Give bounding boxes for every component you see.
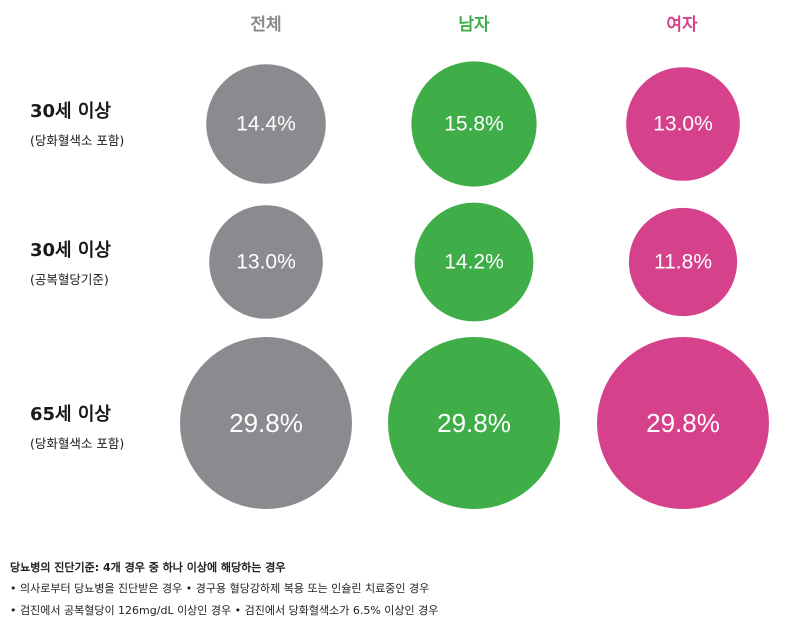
row-title: 65세 이상 bbox=[30, 404, 111, 425]
bubble-1-1 bbox=[206, 64, 326, 184]
bubble-1-2 bbox=[209, 205, 323, 319]
bubble-label-3-3: 29.8% bbox=[646, 408, 720, 438]
column-header-female: 여자 bbox=[666, 15, 698, 35]
bubble-3-3 bbox=[597, 337, 769, 509]
column-header-total: 전체 bbox=[250, 15, 282, 35]
bubble-label-3-1: 13.0% bbox=[653, 113, 713, 136]
bubble-label-1-3: 29.8% bbox=[229, 408, 303, 438]
footnote-line-2: • 검진에서 공복혈당이 126mg/dL 이상인 경우 • 검진에서 당화혈색… bbox=[10, 604, 439, 617]
bubble-label-2-2: 14.2% bbox=[444, 251, 504, 274]
row-subtitle: (당화혈색소 포함) bbox=[30, 436, 125, 451]
bubble-2-3 bbox=[388, 337, 560, 509]
row-label-3: 65세 이상 (당화혈색소 포함) bbox=[30, 404, 124, 452]
bubble-label-2-1: 15.8% bbox=[444, 113, 504, 136]
bubble-2-1 bbox=[411, 61, 537, 187]
bubble-chart: 14.4% 13.0% 29.8% 15.8% 14.2% 29.8% 13.0% 11.8%… bbox=[180, 61, 769, 509]
footnote-line-1: • 의사로부터 당뇨병을 진단받은 경우 • 경구용 혈당강하제 복용 또는 인… bbox=[10, 582, 430, 595]
row-label-2: 30세 이상 (공복혈당기준) bbox=[30, 240, 111, 288]
bubble-3-2 bbox=[628, 207, 738, 317]
bubble-label-1-2: 13.0% bbox=[236, 251, 296, 274]
row-label-1: 30세 이상 (당화혈색소 포함) bbox=[30, 101, 124, 149]
column-header-male: 남자 bbox=[458, 15, 490, 35]
row-title: 30세 이상 bbox=[30, 240, 111, 261]
row-title: 30세 이상 bbox=[30, 101, 111, 122]
bubble-label-2-3: 29.8% bbox=[437, 408, 511, 438]
row-subtitle: (당화혈색소 포함) bbox=[30, 133, 125, 148]
bubble-1-3 bbox=[180, 337, 352, 509]
footnote-title: 당뇨병의 진단기준: 4개 경우 중 하나 이상에 해당하는 경우 bbox=[10, 561, 286, 574]
bubble-2-2 bbox=[414, 202, 534, 322]
bubble-3-1 bbox=[626, 67, 740, 181]
bubble-label-3-2: 11.8% bbox=[654, 251, 712, 274]
bubble-label-1-1: 14.4% bbox=[236, 113, 296, 136]
row-subtitle: (공복혈당기준) bbox=[30, 272, 109, 287]
